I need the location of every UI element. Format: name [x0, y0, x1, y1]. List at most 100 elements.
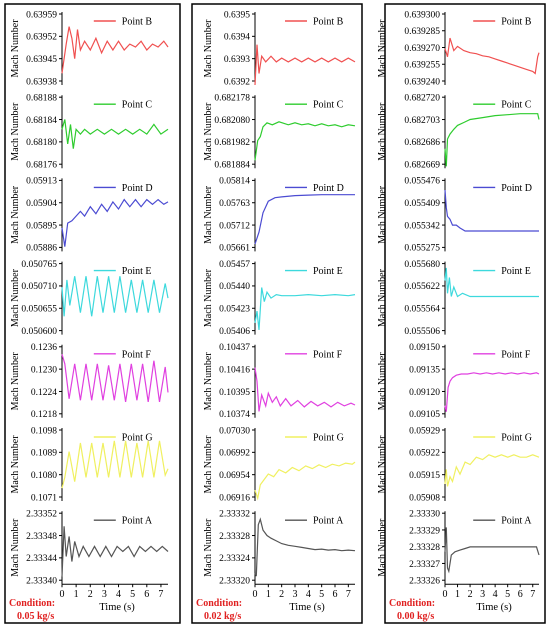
y-tick-label: 2.33324 — [219, 554, 250, 564]
y-tick-label: 0.09135 — [409, 365, 440, 375]
condition-value: 0.05 kg/s — [17, 611, 54, 622]
legend-label: Point D — [501, 183, 532, 194]
y-tick-label: 0.639285 — [404, 27, 440, 37]
y-tick-label: 0.68180 — [26, 138, 57, 148]
legend-label: Point F — [122, 349, 152, 360]
x-axis-title: Time (s) — [476, 602, 512, 613]
series-line — [444, 527, 540, 574]
y-tick-label: 2.33329 — [409, 526, 440, 536]
condition-label: Condition: — [389, 598, 435, 609]
y-tick-label: 0.05763 — [219, 199, 250, 209]
y-tick-label: 0.06916 — [219, 493, 250, 503]
y-tick-label: 0.05406 — [219, 327, 250, 337]
y-tick-label: 0.055680 — [404, 260, 440, 270]
chart-column: 0.63959 0.63952 0.63945 0.63938 Mach Number P… — [4, 3, 181, 624]
x-tick-label: 0 — [443, 589, 448, 600]
y-tick-label: 2.33348 — [26, 532, 57, 542]
x-tick-label: 5 — [505, 589, 510, 600]
y-axis-title: Mach Number — [377, 435, 388, 494]
y-tick-label: 0.639300 — [404, 10, 440, 20]
series-line — [444, 372, 540, 412]
series-line — [61, 354, 169, 402]
x-tick-label: 7 — [158, 589, 163, 600]
y-tick-label: 0.05922 — [409, 449, 440, 459]
legend-label: Point C — [501, 100, 532, 111]
y-tick-label: 0.05457 — [219, 260, 250, 270]
y-axis-title: Mach Number — [203, 435, 214, 494]
y-tick-label: 2.33328 — [409, 543, 440, 553]
legend-label: Point D — [313, 183, 344, 194]
y-axis-title: Mach Number — [203, 268, 214, 327]
legend-label: Point E — [313, 266, 343, 277]
y-tick-label: 0.6395 — [224, 10, 250, 20]
y-tick-label: 0.63959 — [26, 10, 57, 20]
series-line — [254, 44, 356, 86]
y-tick-label: 0.68176 — [26, 161, 57, 171]
y-tick-label: 0.050710 — [21, 282, 57, 292]
y-tick-label: 0.63938 — [26, 77, 57, 87]
x-tick-label: 3 — [480, 589, 485, 600]
chart-panel: 0.09150 0.09135 0.09120 0.09105 Mach Number P… — [377, 343, 540, 420]
series-line — [61, 198, 169, 247]
y-tick-label: 0.10416 — [219, 365, 250, 375]
series-line — [61, 440, 169, 489]
y-tick-label: 0.682703 — [404, 116, 440, 126]
y-tick-label: 0.63945 — [26, 55, 57, 65]
y-tick-label: 0.09150 — [409, 343, 440, 353]
chart-panel: 2.33352 2.33348 2.33344 2.33340 Mach Number P… — [10, 510, 169, 587]
x-tick-label: 5 — [130, 589, 135, 600]
chart-panel: 2.33332 2.33328 2.33324 2.33320 Mach Number P… — [203, 510, 356, 587]
x-tick-label: 0 — [253, 589, 258, 600]
x-tick-label: 7 — [530, 589, 535, 600]
y-tick-label: 0.1089 — [31, 449, 57, 459]
y-tick-label: 0.055342 — [404, 221, 440, 231]
column-frame — [4, 3, 181, 624]
y-tick-label: 2.33320 — [219, 577, 250, 587]
x-tick-label: 5 — [319, 589, 324, 600]
y-axis-title: Mach Number — [377, 19, 388, 78]
condition-value: 0.02 kg/s — [204, 611, 241, 622]
legend-label: Point F — [501, 349, 531, 360]
legend-label: Point G — [313, 433, 344, 444]
y-tick-label: 0.050600 — [21, 327, 57, 337]
y-tick-label: 2.33330 — [409, 510, 440, 520]
y-tick-label: 0.1080 — [31, 471, 57, 481]
y-tick-label: 0.050765 — [21, 260, 57, 270]
x-tick-label: 6 — [333, 589, 338, 600]
series-line — [254, 121, 356, 161]
y-tick-label: 0.09120 — [409, 388, 440, 398]
y-axis-title: Mach Number — [10, 102, 21, 161]
y-axis-title: Mach Number — [203, 518, 214, 577]
series-line — [444, 267, 539, 298]
chart-panel: 0.055476 0.055409 0.055342 0.055275 Mach Num… — [377, 177, 539, 254]
y-tick-label: 0.639240 — [404, 77, 440, 87]
y-tick-label: 0.681982 — [214, 138, 250, 148]
y-axis-title: Mach Number — [377, 268, 388, 327]
x-tick-label: 4 — [306, 589, 311, 600]
y-tick-label: 0.055506 — [404, 327, 440, 337]
x-tick-label: 7 — [346, 589, 351, 600]
y-tick-label: 0.68188 — [26, 94, 57, 104]
y-tick-label: 2.33352 — [26, 510, 57, 520]
y-axis-title: Mach Number — [203, 185, 214, 244]
x-tick-label: 1 — [455, 589, 460, 600]
y-axis-title: Mach Number — [203, 19, 214, 78]
legend-label: Point B — [501, 17, 532, 28]
series-line — [254, 367, 356, 412]
legend-label: Point G — [122, 433, 153, 444]
chart-column: 0.6395 0.6394 0.6393 0.6392 Mach Number Point… — [191, 3, 363, 624]
x-tick-label: 3 — [102, 589, 107, 600]
chart-panel: 0.6395 0.6394 0.6393 0.6392 Mach Number Point… — [203, 10, 356, 87]
y-tick-label: 0.10374 — [219, 410, 250, 420]
y-axis-title: Mach Number — [377, 102, 388, 161]
y-tick-label: 0.682178 — [214, 94, 250, 104]
chart-panel: 0.63959 0.63952 0.63945 0.63938 Mach Number P… — [10, 10, 169, 87]
chart-panel: 0.639300 0.639285 0.639270 0.639255 0.639240… — [377, 10, 540, 87]
series-line — [254, 287, 356, 330]
y-tick-label: 0.10395 — [219, 388, 250, 398]
x-tick-label: 6 — [144, 589, 149, 600]
y-tick-label: 0.05440 — [219, 282, 250, 292]
y-tick-label: 0.682686 — [404, 138, 440, 148]
y-tick-label: 2.33328 — [219, 532, 250, 542]
